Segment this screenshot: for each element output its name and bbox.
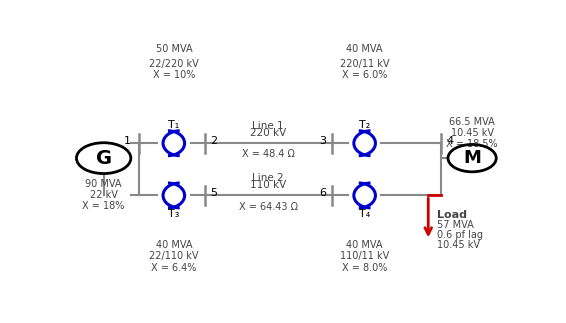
Text: 220 kV: 220 kV [250, 128, 286, 138]
Text: X = 18.5%: X = 18.5% [447, 140, 498, 150]
Text: X = 6.4%: X = 6.4% [151, 263, 196, 273]
Text: Line 1: Line 1 [252, 121, 284, 131]
Text: T₂: T₂ [359, 120, 370, 130]
Text: 3: 3 [319, 136, 327, 146]
Text: X = 48.4 Ω: X = 48.4 Ω [242, 150, 294, 160]
Text: X = 18%: X = 18% [83, 201, 125, 211]
Text: 110/11 kV: 110/11 kV [340, 251, 389, 261]
Text: 22/110 kV: 22/110 kV [149, 251, 199, 261]
Text: 220/11 kV: 220/11 kV [340, 59, 389, 69]
Text: X = 10%: X = 10% [153, 70, 195, 80]
Text: 40 MVA: 40 MVA [346, 240, 383, 250]
Text: 110 kV: 110 kV [250, 181, 286, 191]
Text: 0.6 pf lag: 0.6 pf lag [437, 230, 483, 240]
Text: 66.5 MVA: 66.5 MVA [449, 117, 495, 127]
Text: 22/220 kV: 22/220 kV [149, 59, 199, 69]
Text: 2: 2 [210, 136, 217, 146]
Text: X = 8.0%: X = 8.0% [342, 263, 387, 273]
Text: 40 MVA: 40 MVA [346, 44, 383, 54]
Text: Load: Load [437, 210, 467, 220]
Text: G: G [96, 149, 112, 168]
Text: 10.45 kV: 10.45 kV [451, 128, 494, 138]
Text: 57 MVA: 57 MVA [437, 220, 474, 230]
Text: T₄: T₄ [359, 209, 370, 219]
Text: X = 6.0%: X = 6.0% [342, 70, 387, 80]
Text: 40 MVA: 40 MVA [156, 240, 192, 250]
Text: M: M [463, 149, 481, 167]
Text: 10.45 kV: 10.45 kV [437, 240, 480, 250]
Text: 6: 6 [319, 188, 327, 198]
Text: X = 64.43 Ω: X = 64.43 Ω [239, 202, 298, 212]
Text: 90 MVA: 90 MVA [85, 179, 122, 189]
Text: T₁: T₁ [168, 120, 179, 130]
Text: 4: 4 [447, 136, 454, 146]
Text: 22 kV: 22 kV [90, 190, 118, 200]
Text: T₃: T₃ [168, 209, 179, 219]
Text: Line 2: Line 2 [252, 173, 284, 183]
Text: 5: 5 [210, 188, 217, 198]
Text: 1: 1 [124, 136, 131, 146]
Text: 50 MVA: 50 MVA [156, 44, 192, 54]
